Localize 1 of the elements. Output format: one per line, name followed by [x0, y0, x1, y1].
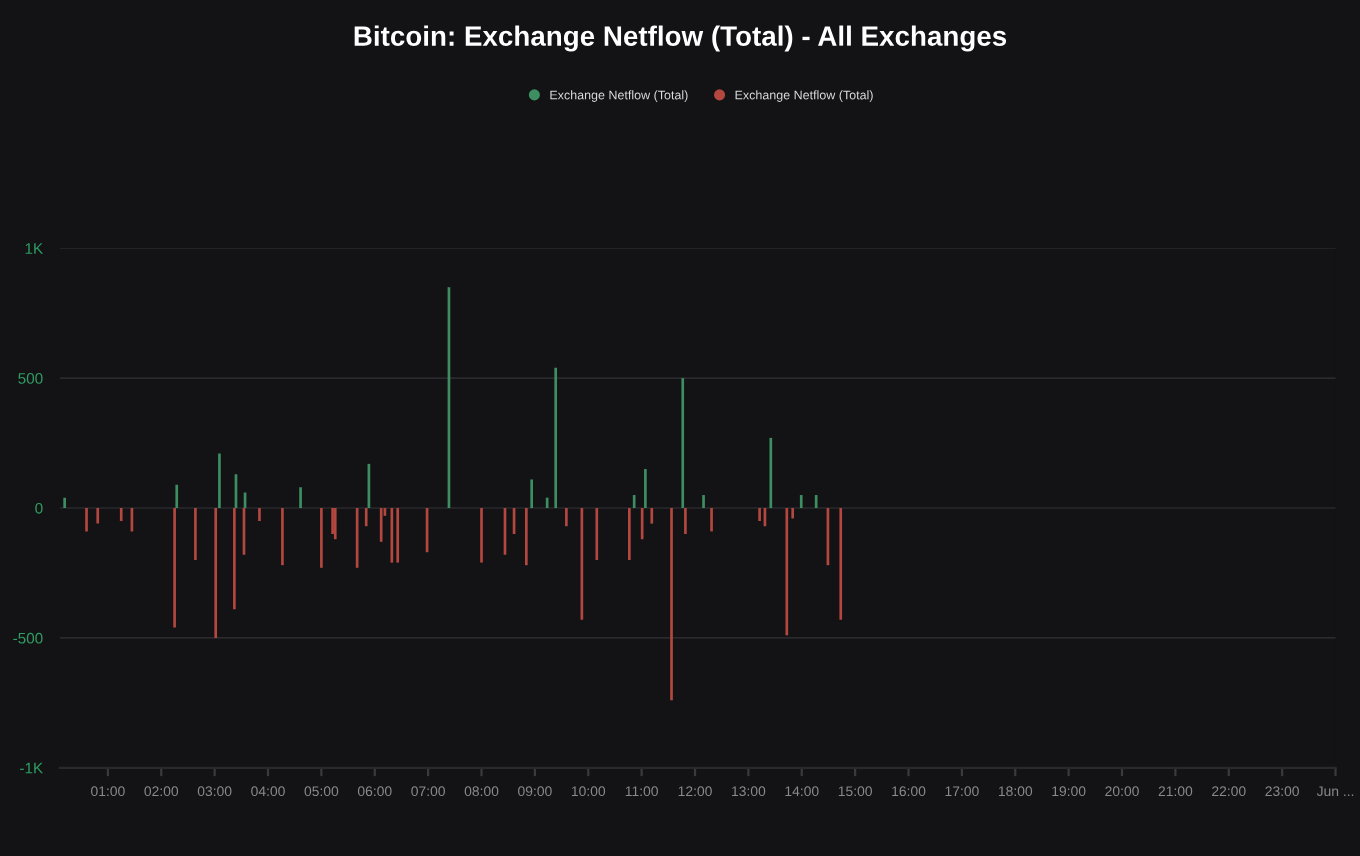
- chart-title: Bitcoin: Exchange Netflow (Total) - All Exchanges: [354, 25, 1007, 52]
